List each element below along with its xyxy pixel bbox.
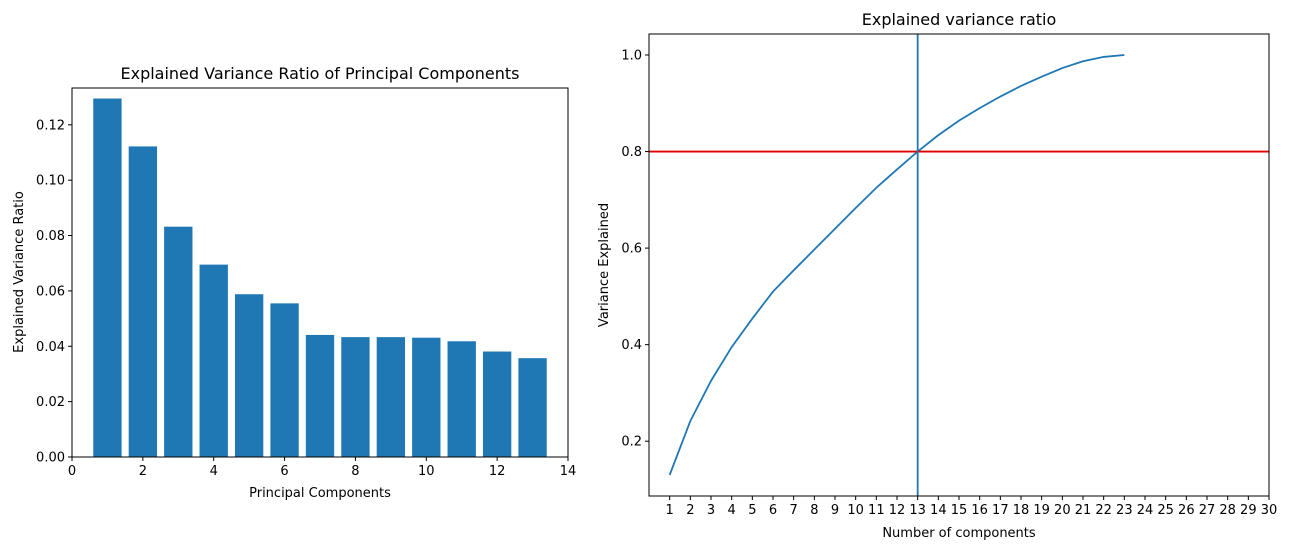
y-tick-label: 0.2 [621,435,642,450]
x-tick-label: 30 [1261,503,1278,518]
x-tick-label: 14 [930,503,947,518]
x-tick-label: 29 [1240,503,1257,518]
line-chart: Explained variance ratio 1 2 3 4 5 6 7 8 9 10 11 12… [597,10,1277,541]
x-tick-label: 5 [748,503,756,518]
x-tick-label: 18 [1013,503,1030,518]
y-tick-label: 0.08 [36,229,65,244]
bar [482,351,512,457]
y-axis-ticks: 0.00 0.02 0.04 0.06 0.08 0.10 0.12 [36,118,72,466]
x-tick-label: 2 [139,464,147,479]
x-tick-label: 8 [351,464,359,479]
line-chart-title: Explained variance ratio [862,10,1057,29]
x-axis-ticks: 1 2 3 4 5 6 7 8 9 10 11 12 13 14 15 16 17 18 19 20 21 22 23 24 2… [666,496,1278,518]
bar-chart-title: Explained Variance Ratio of Principal Co… [120,64,519,83]
y-axis-ticks: 0.2 0.4 0.6 0.8 1.0 [621,49,649,450]
x-tick-label: 14 [560,464,577,479]
bar [412,337,441,457]
bar [199,264,228,457]
x-tick-label: 21 [1075,503,1092,518]
bar [518,358,547,457]
x-tick-label: 7 [790,503,798,518]
x-tick-label: 17 [992,503,1009,518]
bar-chart-frame [71,87,569,458]
x-tick-label: 12 [889,503,906,518]
x-tick-label: 26 [1178,503,1195,518]
bar [341,337,370,457]
x-tick-label: 2 [686,503,694,518]
x-tick-label: 15 [951,503,968,518]
y-tick-label: 0.06 [36,284,65,299]
x-tick-label: 10 [847,503,864,518]
bar-chart-ylabel: Explained Variance Ratio [12,191,27,353]
x-tick-label: 10 [418,464,435,479]
bar [164,226,193,457]
x-tick-label: 12 [489,464,506,479]
bar [447,341,476,457]
bar-chart: Explained Variance Ratio of Principal Co… [12,64,576,501]
x-tick-label: 1 [666,503,674,518]
y-tick-label: 0.04 [36,340,65,355]
x-tick-label: 6 [769,503,777,518]
x-axis-ticks: 0 2 4 6 8 10 12 14 [68,457,576,479]
x-tick-label: 0 [68,464,76,479]
x-tick-label: 16 [971,503,988,518]
bar [376,337,406,457]
cumulative-variance-line [668,54,1125,476]
x-tick-label: 3 [707,503,715,518]
x-tick-label: 19 [1033,503,1050,518]
bar [93,98,122,457]
bar-chart-xlabel: Principal Components [249,486,391,501]
y-tick-label: 0.4 [621,338,642,353]
y-tick-label: 0.02 [36,395,65,410]
line-chart-xlabel: Number of components [882,526,1036,541]
y-tick-label: 0.12 [36,118,65,133]
line-series [649,34,1269,496]
x-tick-label: 22 [1095,503,1112,518]
line-chart-frame [648,33,1270,497]
x-tick-label: 6 [280,464,288,479]
x-tick-label: 4 [210,464,218,479]
x-tick-label: 28 [1219,503,1236,518]
y-tick-label: 1.0 [621,49,642,64]
bar [234,294,264,457]
x-tick-label: 24 [1137,503,1154,518]
x-tick-label: 11 [868,503,885,518]
bar [270,303,299,457]
bar [128,146,158,457]
x-tick-label: 27 [1199,503,1216,518]
y-tick-label: 0.8 [621,145,642,160]
x-tick-label: 25 [1157,503,1174,518]
x-tick-label: 9 [831,503,839,518]
x-tick-label: 20 [1054,503,1071,518]
x-tick-label: 13 [909,503,926,518]
x-tick-label: 23 [1116,503,1133,518]
y-tick-label: 0.00 [36,451,65,466]
bar-series [93,98,547,457]
bar [305,334,335,457]
x-tick-label: 8 [810,503,818,518]
line-chart-ylabel: Variance Explained [597,203,612,327]
x-tick-label: 4 [728,503,736,518]
y-tick-label: 0.6 [621,242,642,257]
y-tick-label: 0.10 [36,174,65,189]
